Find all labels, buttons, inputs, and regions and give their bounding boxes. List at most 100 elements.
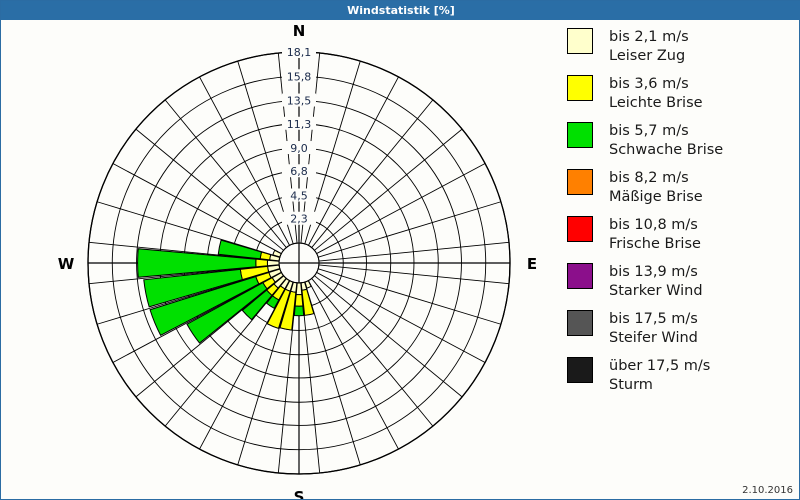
legend-speed-range: bis 5,7 m/s [609, 123, 689, 139]
legend-item: bis 5,7 m/s Schwache Brise [567, 122, 723, 160]
compass-label-north: N [293, 22, 306, 40]
legend-speed-range: bis 10,8 m/s [609, 217, 698, 233]
legend-label: bis 10,8 m/s Frische Brise [609, 216, 701, 254]
legend-label: bis 5,7 m/s Schwache Brise [609, 122, 723, 160]
radial-tick-label-bg [282, 45, 316, 58]
legend-beaufort-name: Leichte Brise [609, 95, 703, 111]
legend-item: bis 10,8 m/s Frische Brise [567, 216, 701, 254]
compass-label-east: E [527, 255, 537, 273]
legend-label: bis 3,6 m/s Leichte Brise [609, 75, 703, 113]
legend-speed-range: bis 8,2 m/s [609, 170, 689, 186]
legend-label: bis 8,2 m/s Mäßige Brise [609, 169, 703, 207]
grid-spoke [318, 264, 510, 285]
radial-tick-label: 15,8 [287, 70, 312, 83]
grid-spoke [308, 280, 399, 450]
legend-beaufort-name: Starker Wind [609, 283, 703, 299]
legend-label: bis 17,5 m/s Steifer Wind [609, 310, 698, 348]
legend-label: bis 13,9 m/s Starker Wind [609, 263, 703, 301]
grid-spoke [318, 268, 502, 325]
legend-label: bis 2,1 m/s Leiser Zug [609, 28, 689, 66]
legend-color-swatch [567, 169, 593, 195]
legend-item: über 17,5 m/s Sturm [567, 357, 710, 395]
radial-tick-label: 11,3 [287, 118, 312, 131]
windrose-petal-segment [149, 275, 260, 336]
legend-item: bis 3,6 m/s Leichte Brise [567, 75, 703, 113]
legend-color-swatch [567, 122, 593, 148]
legend-color-swatch [567, 310, 593, 336]
windrose-petal-segment [241, 289, 273, 321]
legend-item: bis 13,9 m/s Starker Wind [567, 263, 703, 301]
legend-label: über 17,5 m/s Sturm [609, 357, 710, 395]
grid-spoke [311, 99, 434, 248]
windrose-petal-segment [293, 305, 305, 317]
legend-beaufort-name: Mäßige Brise [609, 189, 703, 205]
windrose-petal-segment [186, 282, 268, 344]
compass-label-south: S [294, 488, 305, 499]
radial-tick-label: 2,3 [290, 213, 308, 226]
grid-spoke [318, 241, 510, 262]
radial-tick-label-bg [282, 211, 316, 225]
radial-tick-label-bg [282, 141, 316, 155]
grid-spoke [308, 76, 399, 246]
windrose-petal-segment [279, 290, 297, 331]
radial-tick-label-bg [282, 188, 316, 202]
radial-tick-label: 18,1 [287, 46, 312, 59]
legend-speed-range: bis 17,5 m/s [609, 311, 698, 327]
radial-tick-labels: 2,3 4,5 6,8 9,0 11,3 13,5 15,8 18,1 [282, 45, 316, 226]
legend: bis 2,1 m/s Leiser Zug bis 3,6 m/s Leichte … [567, 28, 799, 428]
grid-spoke [164, 99, 287, 248]
grid-inner-outline [278, 242, 320, 284]
legend-speed-range: über 17,5 m/s [609, 358, 711, 374]
windrose-petal-segment [137, 248, 257, 278]
windrose-petal-segment [255, 258, 269, 268]
legend-speed-range: bis 13,9 m/s [609, 264, 698, 280]
radial-tick-label: 13,5 [287, 95, 312, 108]
radial-tick-label-bg [282, 164, 316, 178]
grid-spoke [311, 278, 434, 427]
legend-speed-range: bis 3,6 m/s [609, 76, 689, 92]
windrose-petal-segment [266, 288, 291, 330]
legend-item: bis 8,2 m/s Mäßige Brise [567, 169, 703, 207]
grid-spoke [316, 163, 486, 254]
window-title: Windstatistik [%] [347, 4, 455, 17]
windrose-petal-segment [143, 268, 243, 308]
grid-spoke [318, 201, 502, 258]
legend-beaufort-name: Leiser Zug [609, 48, 686, 64]
radial-tick-label-bg [282, 116, 316, 130]
grid-spoke [316, 272, 486, 363]
windrose-chart: 2,3 4,5 6,8 9,0 11,3 13,5 15,8 18,1 N E S W [58, 22, 537, 499]
legend-color-swatch [567, 28, 593, 54]
legend-beaufort-name: Schwache Brise [609, 142, 724, 158]
windrose-petal-segment [265, 295, 280, 310]
windrose-petal-segment [259, 251, 272, 261]
legend-beaufort-name: Sturm [609, 377, 653, 393]
radial-tick-label-bg [282, 69, 316, 83]
legend-beaufort-name: Steifer Wind [609, 330, 698, 346]
window-title-bar: Windstatistik [%] [1, 1, 800, 20]
radial-tick-label: 4,5 [290, 190, 308, 203]
radial-tick-label-bg [282, 93, 316, 107]
legend-item: bis 17,5 m/s Steifer Wind [567, 310, 698, 348]
legend-speed-range: bis 2,1 m/s [609, 29, 689, 45]
grid-spoke [314, 275, 463, 398]
date-stamp: 2.10.2016 [742, 485, 793, 496]
compass-label-west: W [58, 255, 75, 273]
radial-tick-label: 9,0 [290, 142, 308, 155]
radial-tick-label: 6,8 [290, 165, 308, 178]
grid-spoke [199, 76, 290, 246]
legend-color-swatch [567, 357, 593, 383]
grid-spoke [112, 163, 282, 254]
windrose-petal-segment [294, 293, 304, 307]
windrose-petal-segment [217, 239, 263, 260]
legend-color-swatch [567, 75, 593, 101]
legend-beaufort-name: Frische Brise [609, 236, 701, 252]
grid-spoke [135, 128, 284, 251]
grid-spoke [314, 128, 463, 251]
windrose-petals [137, 239, 315, 344]
windrose-petal-segment [301, 288, 315, 316]
compass-labels: N E S W [58, 22, 537, 499]
legend-color-swatch [567, 263, 593, 289]
windrose-plot-panel: 2,3 4,5 6,8 9,0 11,3 13,5 15,8 18,1 N E S W [2, 21, 562, 499]
legend-item: bis 2,1 m/s Leiser Zug [567, 28, 689, 66]
